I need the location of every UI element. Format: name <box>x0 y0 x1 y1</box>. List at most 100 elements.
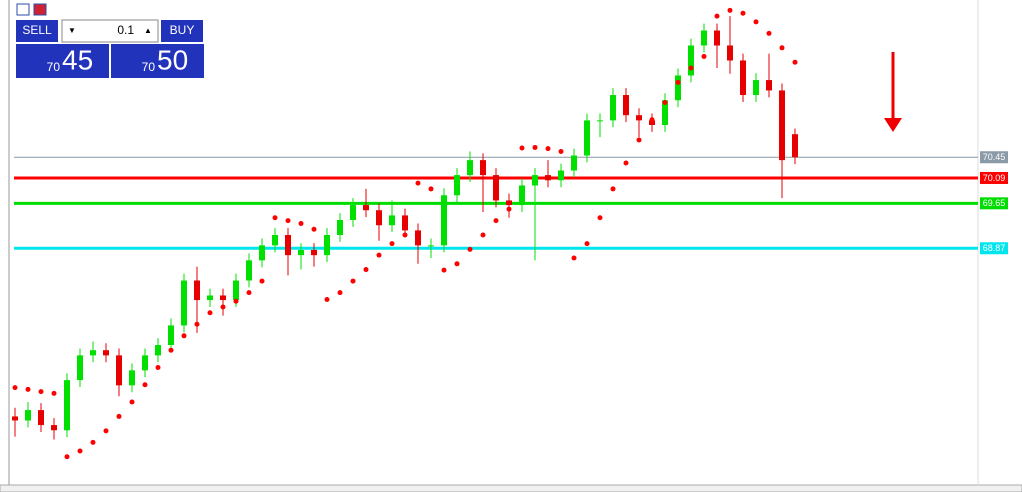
buy-button[interactable] <box>161 20 203 42</box>
sar-dot <box>129 399 135 405</box>
buy-price-main: 50 <box>157 44 188 75</box>
sar-dot <box>740 10 746 16</box>
sar-dot <box>38 389 44 395</box>
candle-body <box>129 370 135 386</box>
sell-price-main: 45 <box>62 44 93 75</box>
buy-label: BUY <box>170 23 195 37</box>
candle-body <box>90 350 96 356</box>
candle-body <box>441 195 447 246</box>
sar-dot <box>519 145 525 151</box>
sar-dot <box>649 117 655 123</box>
sar-dot <box>233 298 239 304</box>
candle-body <box>519 185 525 206</box>
volume-box[interactable] <box>61 19 159 43</box>
sar-dot <box>623 160 629 166</box>
sar-dot <box>597 215 603 221</box>
candle-body <box>350 205 356 221</box>
sar-dot <box>207 310 213 316</box>
sar-dot <box>103 428 109 434</box>
candle-body <box>506 200 512 206</box>
candle-body <box>168 325 174 346</box>
sar-dot <box>25 386 31 392</box>
sar-dot <box>155 364 161 370</box>
candle-body <box>597 120 603 122</box>
price-label: 70.09 <box>983 173 1006 183</box>
icon[interactable] <box>33 3 47 16</box>
price-label-box <box>980 151 1008 164</box>
buy-price-prefix: 70 <box>142 60 156 74</box>
candle-body <box>571 155 577 171</box>
arrow-head <box>884 118 902 132</box>
sell-button[interactable] <box>16 20 58 42</box>
sar-dot <box>662 100 668 106</box>
sar-dot <box>610 186 616 192</box>
sar-dot <box>194 321 200 327</box>
sar-dot <box>571 255 577 261</box>
sar-dot <box>12 385 18 391</box>
candle-body <box>376 210 382 226</box>
candle-body <box>779 90 785 161</box>
sell-label: SELL <box>22 23 52 37</box>
candle-body <box>584 120 590 156</box>
candle-body <box>233 280 239 301</box>
sar-dot <box>506 206 512 212</box>
sar-dot <box>272 215 278 221</box>
sar-dot <box>363 267 369 273</box>
candle-body <box>675 75 681 101</box>
buy-price-box[interactable] <box>111 44 204 78</box>
volume: 0.1 <box>117 23 134 37</box>
sar-dot <box>545 146 551 152</box>
icon[interactable] <box>16 3 30 16</box>
candle-body <box>298 249 304 256</box>
candle-body <box>753 80 759 96</box>
candle-body <box>402 215 408 231</box>
candle-body <box>662 100 668 125</box>
candle-body <box>532 175 538 186</box>
candle-body <box>246 260 252 281</box>
candle-body <box>480 160 486 176</box>
candle-body <box>389 215 395 226</box>
sar-dot <box>168 347 174 353</box>
candle-body <box>363 205 369 211</box>
candle-body <box>454 175 460 196</box>
price-label-box <box>980 171 1008 184</box>
sar-dot <box>480 232 486 238</box>
sar-dot <box>90 439 96 445</box>
sar-dot <box>415 180 421 186</box>
candle-body <box>155 345 161 356</box>
sar-dot <box>779 45 785 51</box>
sar-dot <box>493 218 499 224</box>
candle-body <box>714 30 720 46</box>
candle-body <box>77 355 83 381</box>
candle-body <box>103 350 109 356</box>
candle-body <box>272 235 278 246</box>
sell-price-box[interactable] <box>16 44 109 78</box>
sell-price-prefix: 70 <box>47 60 61 74</box>
candle-body <box>25 410 31 421</box>
sar-dot <box>337 290 343 296</box>
sar-dot <box>324 297 330 303</box>
candle-body <box>142 355 148 371</box>
sar-dot <box>766 30 772 36</box>
sar-dot <box>701 53 707 59</box>
candle-body <box>623 95 629 116</box>
candle-body <box>558 170 564 181</box>
candle-body <box>701 30 707 46</box>
sar-dot <box>259 278 265 284</box>
sar-dot <box>246 290 252 296</box>
candle-body <box>688 45 694 76</box>
sar-dot <box>285 218 291 224</box>
spin-up[interactable]: ▲ <box>144 26 152 35</box>
candle-body <box>181 280 187 326</box>
price-label: 68.87 <box>983 243 1006 253</box>
candle-body <box>38 410 44 426</box>
spin-down[interactable]: ▼ <box>68 26 76 35</box>
sar-dot <box>727 7 733 13</box>
sar-dot <box>181 333 187 339</box>
candle-body <box>766 80 772 91</box>
candle-body <box>64 380 70 431</box>
sar-dot <box>402 232 408 238</box>
sar-dot <box>51 390 57 396</box>
price-label-box <box>980 197 1008 210</box>
